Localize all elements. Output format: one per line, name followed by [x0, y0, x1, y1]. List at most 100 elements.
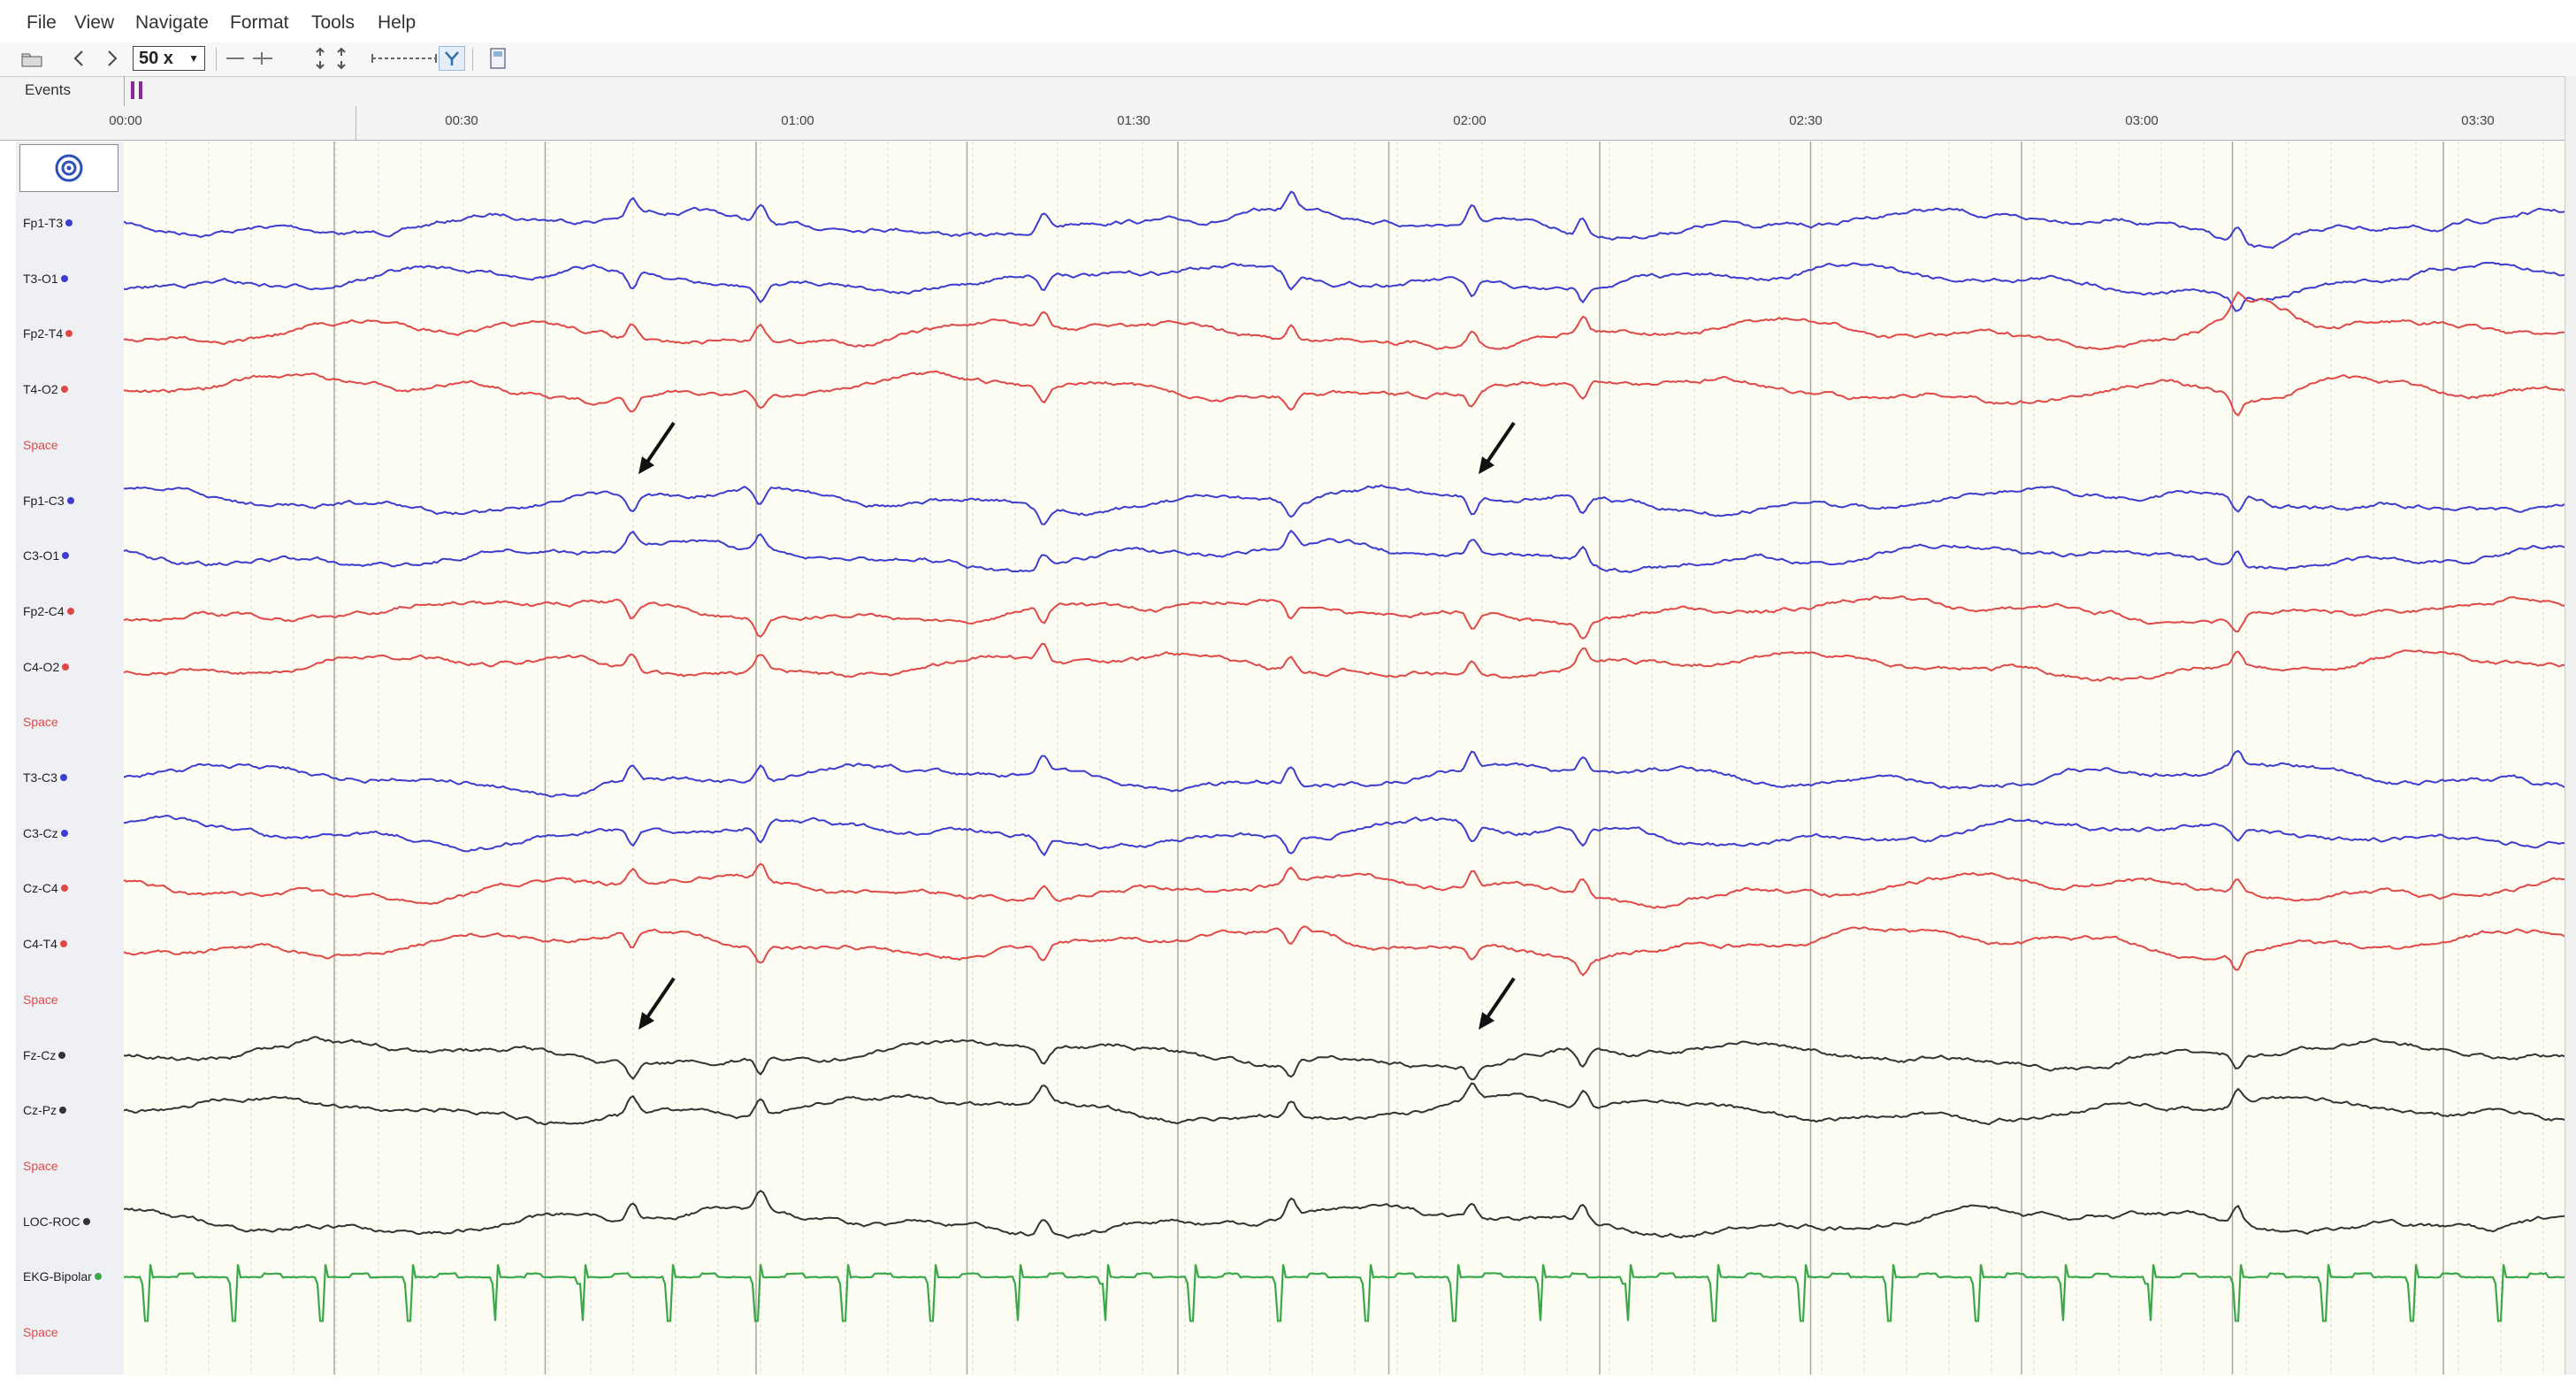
channel-label[interactable]: T3-O1 — [23, 272, 68, 286]
eeg-trace-area[interactable] — [123, 142, 2565, 1375]
channel-name: Fp1-T3 — [23, 216, 64, 230]
channel-name: C4-T4 — [23, 937, 57, 952]
channel-name: Space — [23, 1158, 58, 1173]
events-divider — [124, 76, 125, 106]
channel-name: Fp2-T4 — [23, 326, 64, 341]
annotation-arrow-icon — [1479, 977, 1516, 1030]
waveform-c4-t4 — [123, 925, 2565, 977]
timeline-tick-label: 00:30 — [445, 113, 478, 128]
channel-label[interactable]: C3-O1 — [23, 548, 70, 563]
timeline-tick-label: 02:00 — [1453, 113, 1487, 128]
timeline-tick-label: 00:00 — [109, 113, 142, 128]
time-scale-icon[interactable] — [370, 46, 439, 71]
channel-spacer-label[interactable]: Space — [23, 992, 58, 1007]
channel-name: Cz-C4 — [23, 881, 58, 896]
channel-color-dot — [59, 774, 67, 781]
channel-name: T3-C3 — [23, 770, 57, 785]
sensitivity-adjust-icon[interactable] — [223, 46, 285, 71]
channel-color-dot — [65, 219, 73, 226]
zoom-select[interactable]: 50 x ▼ — [133, 46, 205, 71]
channel-label[interactable]: EKG-Bipolar — [23, 1269, 102, 1284]
channel-color-dot — [62, 663, 70, 671]
channel-label[interactable]: Fz-Cz — [23, 1047, 66, 1062]
channel-label[interactable]: T3-C3 — [23, 770, 67, 785]
channel-color-dot — [58, 1051, 66, 1059]
channel-name: Space — [23, 992, 58, 1007]
timeline-tick-label: 02:30 — [1789, 113, 1823, 128]
waveform-fz-cz — [123, 1036, 2565, 1081]
channel-label[interactable]: LOC-ROC — [23, 1215, 90, 1229]
menu-bar: File View Navigate Format Tools Help — [0, 0, 2576, 46]
menu-file[interactable]: File — [27, 12, 57, 33]
channel-label[interactable]: Fp2-T4 — [23, 326, 73, 341]
channel-color-dot — [59, 940, 67, 948]
channel-label[interactable]: T4-O2 — [23, 382, 68, 396]
channel-label[interactable]: Cz-C4 — [23, 881, 68, 895]
channel-name: EKG-Bipolar — [23, 1269, 92, 1284]
waveform-cz-c4 — [123, 862, 2565, 909]
waveform-t4-o2 — [123, 370, 2565, 418]
waveform-loc-roc — [123, 1190, 2565, 1239]
channel-label[interactable]: Cz-Pz — [23, 1103, 67, 1118]
menu-tools[interactable]: Tools — [311, 12, 355, 33]
channel-color-dot — [66, 607, 74, 615]
events-row — [0, 76, 2565, 108]
channel-color-dot — [65, 330, 73, 338]
channel-name: Cz-Pz — [23, 1103, 57, 1118]
channel-name: LOC-ROC — [23, 1214, 80, 1229]
channel-label[interactable]: Fp2-C4 — [23, 604, 74, 618]
annotation-arrow-icon — [638, 421, 676, 474]
channel-name: C4-O2 — [23, 659, 60, 674]
previous-page-icon[interactable] — [69, 46, 88, 71]
menu-navigate[interactable]: Navigate — [135, 12, 209, 33]
open-folder-icon[interactable] — [19, 46, 44, 71]
timeline-ruler[interactable] — [0, 106, 2565, 141]
eeg-waveforms — [123, 142, 2565, 1375]
channel-name: Space — [23, 715, 58, 730]
vertical-spacing-icon[interactable] — [310, 46, 354, 71]
channel-name: Fz-Cz — [23, 1047, 57, 1062]
channel-label[interactable]: Fp1-T3 — [23, 216, 73, 230]
next-page-icon[interactable] — [103, 46, 122, 71]
channel-color-dot — [94, 1273, 102, 1281]
waveform-cz-pz — [123, 1082, 2565, 1126]
filter-icon[interactable] — [439, 46, 465, 71]
menu-format[interactable]: Format — [230, 12, 289, 33]
channel-color-dot — [60, 829, 68, 837]
menu-help[interactable]: Help — [378, 12, 417, 33]
menu-view[interactable]: View — [74, 12, 115, 33]
vertical-scrollbar[interactable] — [2565, 76, 2576, 1375]
channel-label[interactable]: Fp1-C3 — [23, 494, 74, 508]
event-marker[interactable] — [131, 81, 134, 99]
timeline-splitter[interactable] — [355, 106, 356, 140]
channel-spacer-label[interactable]: Space — [23, 1159, 58, 1173]
channel-color-dot — [62, 552, 70, 560]
channel-name: T3-O1 — [23, 271, 58, 286]
timeline-tick-label: 01:00 — [781, 113, 814, 128]
channel-label[interactable]: C4-T4 — [23, 937, 67, 951]
channel-spacer-label[interactable]: Space — [23, 438, 58, 452]
calculator-icon[interactable] — [486, 46, 509, 71]
waveform-fp2-c4 — [123, 594, 2565, 640]
event-marker[interactable] — [139, 81, 142, 99]
events-label: Events — [25, 81, 71, 98]
channel-name: Space — [23, 1325, 58, 1339]
annotation-arrow-icon — [638, 977, 676, 1030]
timeline-tick-label: 01:30 — [1117, 113, 1150, 128]
montage-button[interactable] — [19, 144, 118, 192]
annotation-arrow-icon — [1479, 421, 1516, 474]
channel-name: Space — [23, 437, 58, 452]
channel-spacer-label[interactable]: Space — [23, 715, 58, 729]
timeline-tick-label: 03:00 — [2125, 113, 2159, 128]
waveform-t3-o1 — [123, 261, 2565, 312]
channel-spacer-label[interactable]: Space — [23, 1325, 58, 1339]
waveform-fp1-t3 — [123, 190, 2565, 249]
channel-label-panel — [16, 142, 125, 1375]
channel-label[interactable]: C3-Cz — [23, 826, 68, 840]
waveform-c3-o1 — [123, 529, 2565, 573]
channel-color-dot — [59, 1107, 67, 1115]
channel-color-dot — [66, 496, 74, 504]
channel-name: C3-Cz — [23, 825, 58, 840]
channel-color-dot — [82, 1217, 90, 1225]
channel-label[interactable]: C4-O2 — [23, 659, 70, 674]
